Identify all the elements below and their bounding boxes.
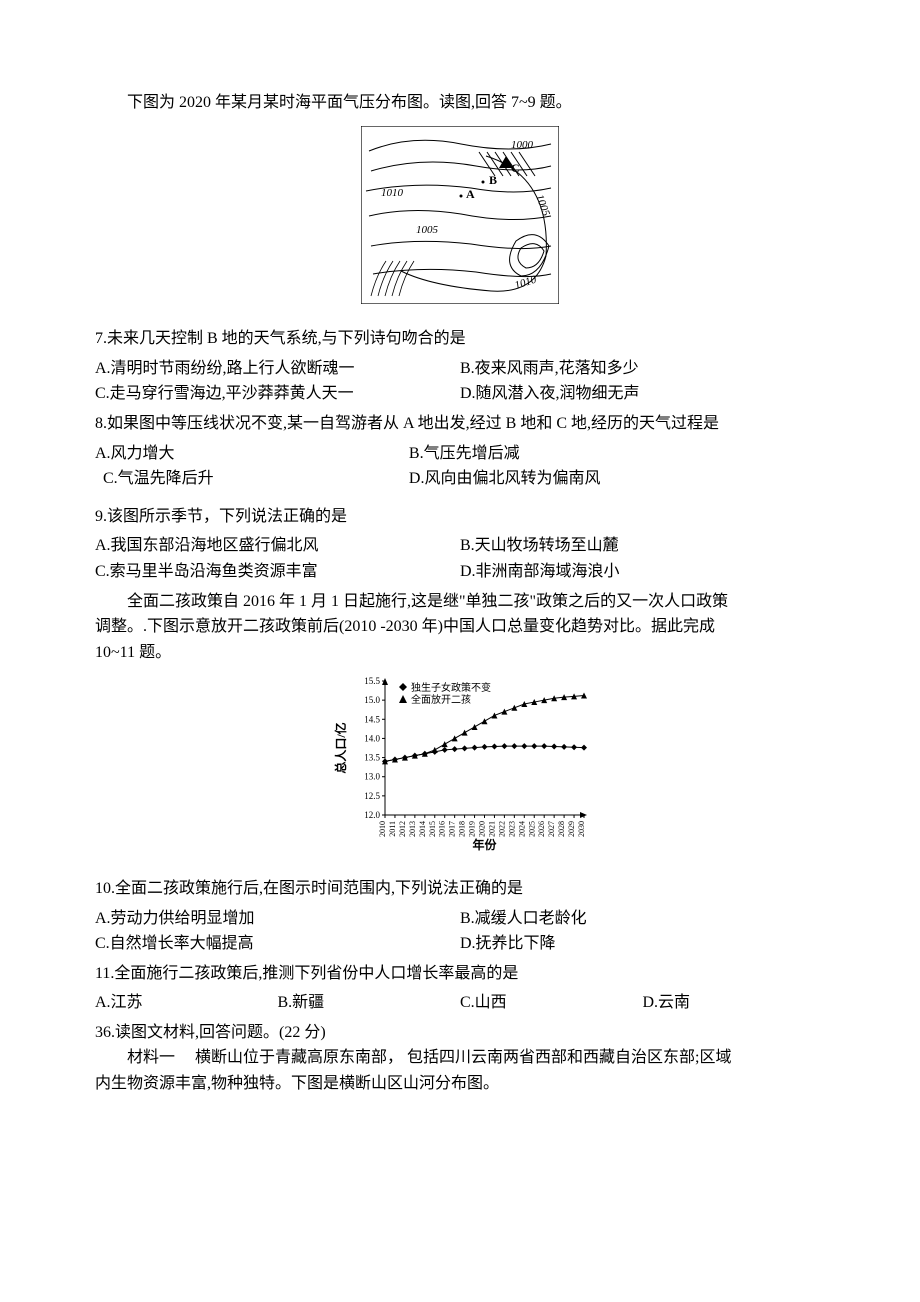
- svg-text:B: B: [489, 173, 497, 187]
- svg-text:13.0: 13.0: [364, 772, 380, 782]
- q9-opt-a: A.我国东部沿海地区盛行偏北风: [95, 533, 460, 559]
- q9-stem: 9.该图所示季节，下列说法正确的是: [95, 504, 825, 530]
- svg-text:2010: 2010: [378, 821, 387, 837]
- svg-text:总人口/亿: 总人口/亿: [333, 723, 348, 774]
- q10-opt-b: B.减缓人口老龄化: [460, 906, 825, 932]
- q8-opt-d: D.风向由偏北风转为偏南风: [409, 466, 601, 492]
- svg-text:年份: 年份: [472, 837, 497, 852]
- svg-text:2017: 2017: [448, 821, 457, 837]
- svg-text:2015: 2015: [428, 821, 437, 837]
- q36-material-line2: 内生物资源丰富,物种独特。下图是横断山区山河分布图。: [95, 1071, 825, 1097]
- svg-text:2025: 2025: [527, 821, 536, 837]
- q8-options-row1: A.风力增大 B.气压先增后减: [95, 441, 825, 467]
- svg-text:2020: 2020: [478, 821, 487, 837]
- svg-text:1000: 1000: [511, 139, 534, 151]
- q9-opt-b: B.天山牧场转场至山麓: [460, 533, 825, 559]
- svg-text:13.5: 13.5: [364, 753, 380, 763]
- svg-text:2023: 2023: [507, 821, 516, 837]
- svg-text:2014: 2014: [418, 821, 427, 837]
- q8-stem: 8.如果图中等压线状况不变,某一自驾游者从 A 地出发,经过 B 地和 C 地,…: [95, 411, 825, 437]
- q10-opt-a: A.劳动力供给明显增加: [95, 906, 460, 932]
- svg-text:15.0: 15.0: [364, 695, 380, 705]
- q10-options: A.劳动力供给明显增加 B.减缓人口老龄化 C.自然增长率大幅提高 D.抚养比下…: [95, 906, 825, 957]
- svg-text:12.5: 12.5: [364, 791, 380, 801]
- q10-stem: 10.全面二孩政策施行后,在图示时间范围内,下列说法正确的是: [95, 876, 825, 902]
- passage-q10-11-line1: 全面二孩政策自 2016 年 1 月 1 日起施行,这是继"单独二孩"政策之后的…: [95, 589, 825, 615]
- intro-q7-9: 下图为 2020 年某月某时海平面气压分布图。读图,回答 7~9 题。: [95, 90, 825, 116]
- q7-opt-b: B.夜来风雨声,花落知多少: [460, 356, 825, 382]
- q36-stem: 36.读图文材料,回答问题。(22 分): [95, 1020, 825, 1046]
- q7-options: A.清明时节雨纷纷,路上行人欲断魂一 B.夜来风雨声,花落知多少 C.走马穿行雪…: [95, 356, 825, 407]
- q11-opt-b: B.新疆: [278, 990, 461, 1016]
- svg-text:2028: 2028: [557, 821, 566, 837]
- svg-text:2026: 2026: [537, 821, 546, 837]
- svg-text:2029: 2029: [567, 821, 576, 837]
- q8-opt-b: B.气压先增后减: [409, 441, 520, 467]
- q8-opt-c: C.气温先降后升: [95, 466, 409, 492]
- q11-stem: 11.全面施行二孩政策后,推测下列省份中人口增长率最高的是: [95, 961, 825, 987]
- svg-text:2013: 2013: [408, 821, 417, 837]
- pressure-map-svg: 10001005100510101010ABC: [361, 126, 559, 304]
- svg-text:2022: 2022: [497, 821, 506, 837]
- q7-stem: 7.未来几天控制 B 地的天气系统,与下列诗句吻合的是: [95, 326, 825, 352]
- svg-text:A: A: [466, 187, 475, 201]
- svg-text:1010: 1010: [381, 187, 404, 199]
- svg-text:2019: 2019: [468, 821, 477, 837]
- q10-opt-c: C.自然增长率大幅提高: [95, 931, 460, 957]
- q11-options: A.江苏 B.新疆 C.山西 D.云南: [95, 990, 825, 1016]
- svg-text:2027: 2027: [547, 821, 556, 837]
- svg-text:2024: 2024: [517, 821, 526, 837]
- q11-opt-d: D.云南: [643, 990, 826, 1016]
- q7-opt-d: D.随风潜入夜,润物细无声: [460, 381, 825, 407]
- q10-opt-d: D.抚养比下降: [460, 931, 825, 957]
- q8-options-row2: C.气温先降后升 D.风向由偏北风转为偏南风: [95, 466, 825, 492]
- svg-text:2030: 2030: [577, 821, 586, 837]
- svg-text:1005: 1005: [416, 224, 439, 236]
- svg-text:15.5: 15.5: [364, 676, 380, 686]
- q9-opt-d: D.非洲南部海域海浪小: [460, 559, 825, 585]
- q7-opt-c: C.走马穿行雪海边,平沙莽莽黄人天一: [95, 381, 460, 407]
- population-chart-svg: 12.0 12.5 13.0 13.5 14.0 14.5 15.0 15.5 20102011…: [330, 673, 590, 853]
- svg-text:14.0: 14.0: [364, 734, 380, 744]
- q9-options: A.我国东部沿海地区盛行偏北风 B.天山牧场转场至山麓 C.索马里半岛沿海鱼类资…: [95, 533, 825, 584]
- pressure-map-figure: 10001005100510101010ABC: [95, 126, 825, 313]
- svg-text:2016: 2016: [438, 821, 447, 837]
- passage-q10-11-line2: 调整。.下图示意放开二孩政策前后(2010 -2030 年)中国人口总量变化趋势…: [95, 614, 825, 640]
- q11-opt-c: C.山西: [460, 990, 643, 1016]
- svg-text:12.0: 12.0: [364, 810, 380, 820]
- svg-text:2018: 2018: [458, 821, 467, 837]
- q7-opt-a: A.清明时节雨纷纷,路上行人欲断魂一: [95, 356, 460, 382]
- svg-text:全面放开二孩: 全面放开二孩: [411, 693, 471, 706]
- svg-text:独生子女政策不变: 独生子女政策不变: [411, 681, 491, 694]
- passage-q10-11-line3: 10~11 题。: [95, 640, 825, 666]
- population-chart-figure: 12.0 12.5 13.0 13.5 14.0 14.5 15.0 15.5 20102011…: [95, 673, 825, 862]
- q36-material-line1: 材料一 横断山位于青藏高原东南部， 包括四川云南两省西部和西藏自治区东部;区域: [95, 1045, 825, 1071]
- svg-text:14.5: 14.5: [364, 715, 380, 725]
- q9-opt-c: C.索马里半岛沿海鱼类资源丰富: [95, 559, 460, 585]
- svg-text:2012: 2012: [398, 821, 407, 837]
- svg-text:2011: 2011: [388, 821, 397, 837]
- svg-text:2021: 2021: [487, 821, 496, 837]
- q8-opt-a: A.风力增大: [95, 441, 409, 467]
- q11-opt-a: A.江苏: [95, 990, 278, 1016]
- svg-text:C: C: [511, 161, 520, 175]
